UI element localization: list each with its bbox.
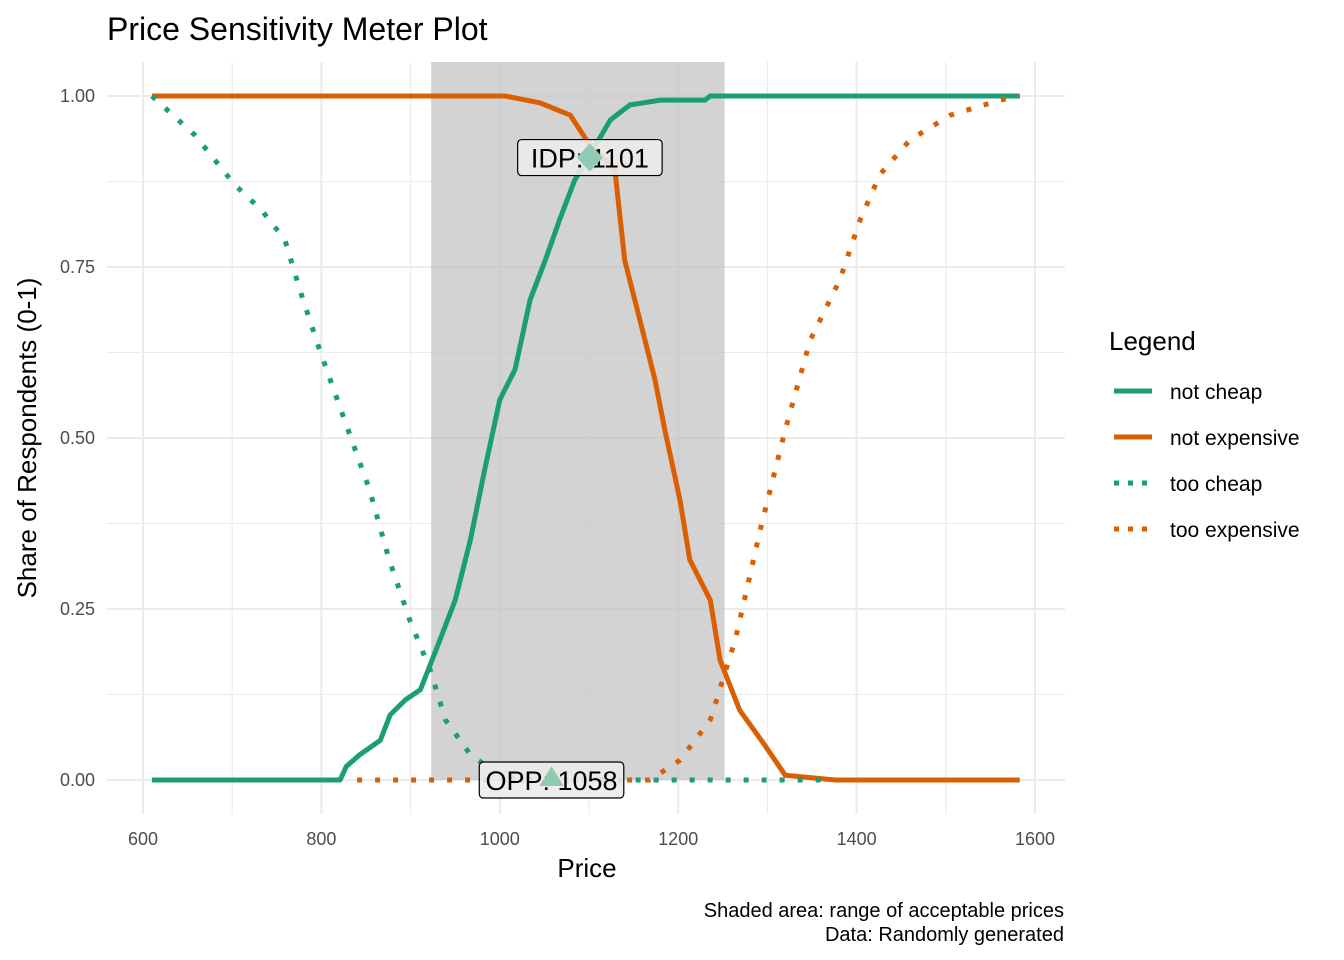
chart-title: Price Sensitivity Meter Plot <box>107 11 488 47</box>
opp-marker <box>539 766 564 786</box>
x-tick-label: 1200 <box>658 829 698 849</box>
legend-label: not expensive <box>1170 427 1300 450</box>
legend: Legend not cheap not expensive too cheap to… <box>1109 326 1300 542</box>
series-lines <box>150 93 1021 783</box>
series-line-too-expensive <box>357 93 1021 783</box>
y-tick-label: 1.00 <box>60 86 95 106</box>
x-axis-label: Price <box>557 853 616 883</box>
legend-label: too expensive <box>1170 519 1300 542</box>
legend-label: too cheap <box>1170 473 1262 496</box>
legend-title: Legend <box>1109 326 1196 356</box>
y-axis-label: Share of Respondents (0-1) <box>12 278 42 599</box>
legend-label: not cheap <box>1170 381 1262 404</box>
x-tick-label: 600 <box>128 829 158 849</box>
x-tick-label: 1000 <box>480 829 520 849</box>
idp-marker <box>576 143 603 172</box>
series-line-not-cheap <box>151 93 1020 783</box>
y-tick-label: 0.50 <box>60 428 95 448</box>
x-tick-label: 1400 <box>837 829 877 849</box>
acceptable-price-range <box>431 62 725 780</box>
series-line-not-expensive <box>151 93 1020 783</box>
x-tick-label: 800 <box>306 829 336 849</box>
series-line-too-cheap <box>150 94 830 783</box>
tick-labels: 600 800 1000 1200 1400 1600 0.00 0.25 0.50 0.75 1.… <box>60 86 1055 849</box>
caption-line-1: Shaded area: range of acceptable prices <box>704 900 1064 922</box>
y-tick-label: 0.75 <box>60 257 95 277</box>
caption-line-2: Data: Randomly generated <box>825 924 1064 946</box>
y-tick-label: 0.00 <box>60 770 95 790</box>
x-tick-label: 1600 <box>1015 829 1055 849</box>
y-tick-label: 0.25 <box>60 599 95 619</box>
